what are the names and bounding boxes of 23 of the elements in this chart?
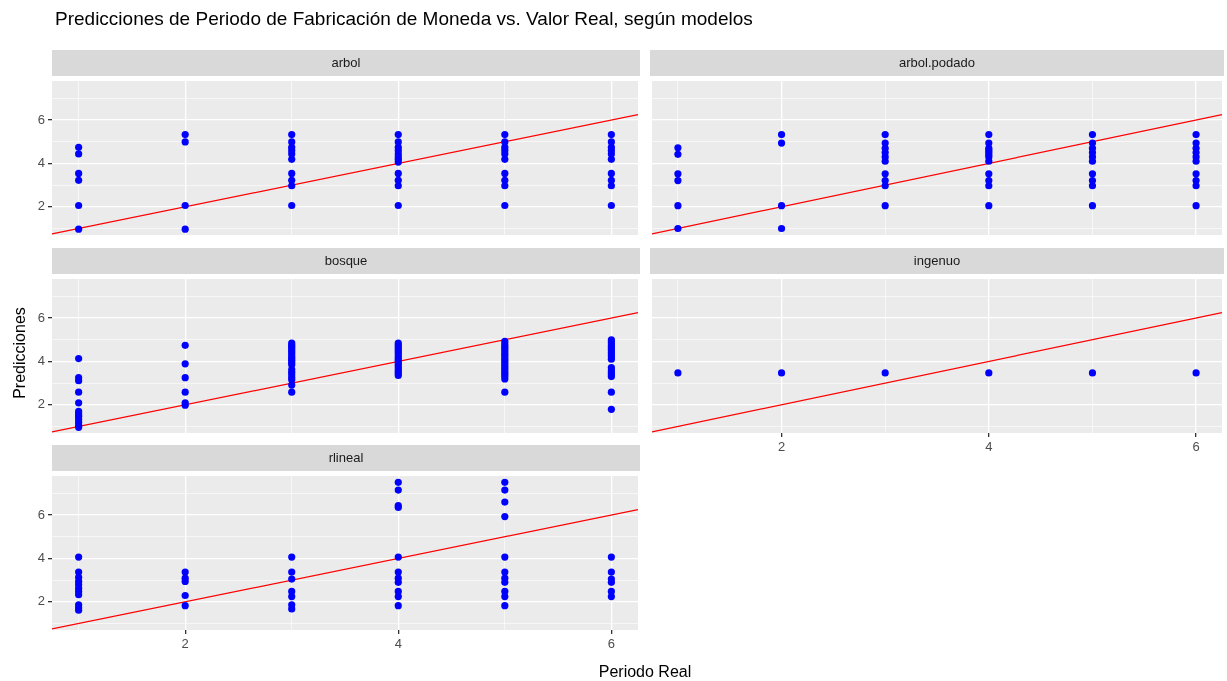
chart-subtitle: rlineal bbox=[52, 445, 640, 471]
chart-subtitle: bosque bbox=[52, 248, 640, 274]
y-tick-label: 4 bbox=[37, 155, 45, 170]
y-tick-label: 2 bbox=[37, 593, 45, 609]
y-tick-label: 6 bbox=[37, 111, 45, 127]
x-tick-label: 2 bbox=[777, 439, 786, 455]
y-tick-label: 2 bbox=[37, 396, 45, 412]
chart-title: Predicciones de Periodo de Fabricación de Moneda vs. Valor Real, según modelos bbox=[55, 8, 753, 30]
chart-subtitle: arbol bbox=[52, 50, 640, 76]
y-tick-label: 6 bbox=[37, 309, 45, 325]
chart-subtitle: ingenuo bbox=[650, 248, 1224, 274]
x-tick-label: 4 bbox=[985, 439, 993, 455]
y-tick-label: 6 bbox=[37, 506, 45, 522]
x-tick-label: 2 bbox=[181, 636, 189, 652]
y-tick-label: 2 bbox=[37, 198, 45, 214]
x-tick-label: 4 bbox=[394, 636, 402, 652]
y-tick-label: 4 bbox=[37, 550, 45, 565]
x-tick-label: 6 bbox=[607, 636, 615, 652]
x-tick-label: 6 bbox=[1192, 439, 1200, 455]
chart-subtitle: arbol.podado bbox=[650, 50, 1224, 76]
x-axis-title: Periodo Real bbox=[598, 663, 692, 681]
y-tick-label: 4 bbox=[37, 353, 45, 368]
y-axis-title: Predicciones bbox=[11, 307, 29, 399]
